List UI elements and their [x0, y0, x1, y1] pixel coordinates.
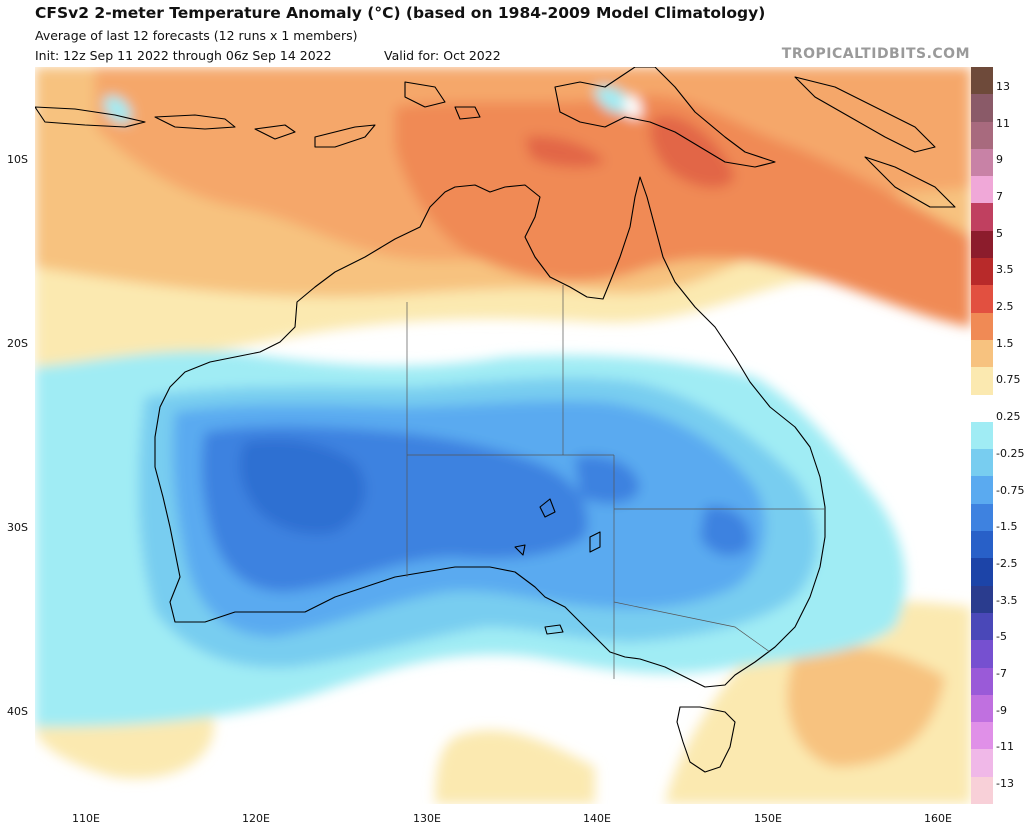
colorbar-swatch: [971, 503, 993, 532]
lon-label-110e: 110E: [72, 812, 100, 825]
colorbar-swatch: [971, 367, 993, 396]
colorbar-label: 1.5: [996, 336, 1014, 350]
colorbar-swatch: [971, 612, 993, 641]
colorbar-label: 11: [996, 116, 1010, 130]
colorbar-label: 3.5: [996, 263, 1014, 277]
colorbar-swatch: [971, 285, 993, 314]
lat-label-30s: 30S: [7, 521, 28, 534]
colorbar-label: -13: [996, 777, 1014, 790]
lon-label-160e: 160E: [924, 812, 952, 825]
init-time: Init: 12z Sep 11 2022 through 06z Sep 14…: [35, 48, 332, 63]
colorbar-label: -2.5: [996, 556, 1018, 570]
map-title: CFSv2 2-meter Temperature Anomaly (°C) (…: [35, 4, 766, 22]
colorbar-swatch: [971, 585, 993, 614]
colorbar: [971, 67, 993, 805]
colorbar-label: -5: [996, 630, 1007, 644]
colorbar-label: 0.75: [996, 373, 1021, 387]
colorbar-swatch: [971, 749, 993, 778]
colorbar-swatch: [971, 339, 993, 368]
colorbar-swatch: [971, 67, 993, 95]
anomaly-field: [35, 67, 971, 804]
colorbar-swatch: [971, 558, 993, 587]
colorbar-swatch: [971, 476, 993, 505]
coastline: [35, 67, 956, 773]
colorbar-swatch: [971, 148, 993, 177]
colorbar-label: 9: [996, 153, 1003, 167]
map-subtitle: Average of last 12 forecasts (12 runs x …: [35, 28, 358, 43]
colorbar-label: -1.5: [996, 520, 1018, 534]
lat-label-40s: 40S: [7, 705, 28, 718]
colorbar-swatch: [971, 531, 993, 559]
colorbar-swatch: [971, 776, 993, 805]
lon-label-140e: 140E: [583, 812, 611, 825]
colorbar-swatch: [971, 722, 993, 750]
colorbar-swatch: [971, 640, 993, 668]
colorbar-swatch: [971, 421, 993, 450]
colorbar-label: -7: [996, 666, 1007, 680]
colorbar-swatch: [971, 312, 993, 341]
colorbar-swatch: [971, 176, 993, 204]
colorbar-swatch: [971, 449, 993, 477]
colorbar-swatch: [971, 94, 993, 123]
lat-label-10s: 10S: [7, 153, 28, 166]
colorbar-label: -0.75: [996, 483, 1024, 497]
colorbar-label: -9: [996, 703, 1007, 717]
colorbar-swatch: [971, 694, 993, 723]
colorbar-label: 13: [996, 80, 1010, 93]
lon-label-120e: 120E: [242, 812, 270, 825]
colorbar-label: -0.25: [996, 446, 1024, 460]
site-watermark: TROPICALTIDBITS.COM: [781, 46, 970, 62]
anomaly-map: [35, 67, 971, 804]
state-borders: [406, 285, 825, 679]
colorbar-swatch: [971, 203, 993, 232]
colorbar-label: 2.5: [996, 300, 1014, 314]
lon-label-150e: 150E: [754, 812, 782, 825]
colorbar-swatch: [971, 667, 993, 696]
colorbar-swatch: [971, 258, 993, 286]
colorbar-swatch: [971, 394, 993, 423]
colorbar-label: -3.5: [996, 593, 1018, 607]
colorbar-swatch: [971, 230, 993, 259]
valid-time: Valid for: Oct 2022: [384, 48, 501, 63]
colorbar-label: -11: [996, 740, 1014, 754]
lon-label-130e: 130E: [413, 812, 441, 825]
colorbar-swatch: [971, 121, 993, 150]
colorbar-label: 5: [996, 226, 1003, 240]
lat-label-20s: 20S: [7, 337, 28, 350]
colorbar-label: 0.25: [996, 410, 1021, 424]
colorbar-label: 7: [996, 190, 1003, 204]
